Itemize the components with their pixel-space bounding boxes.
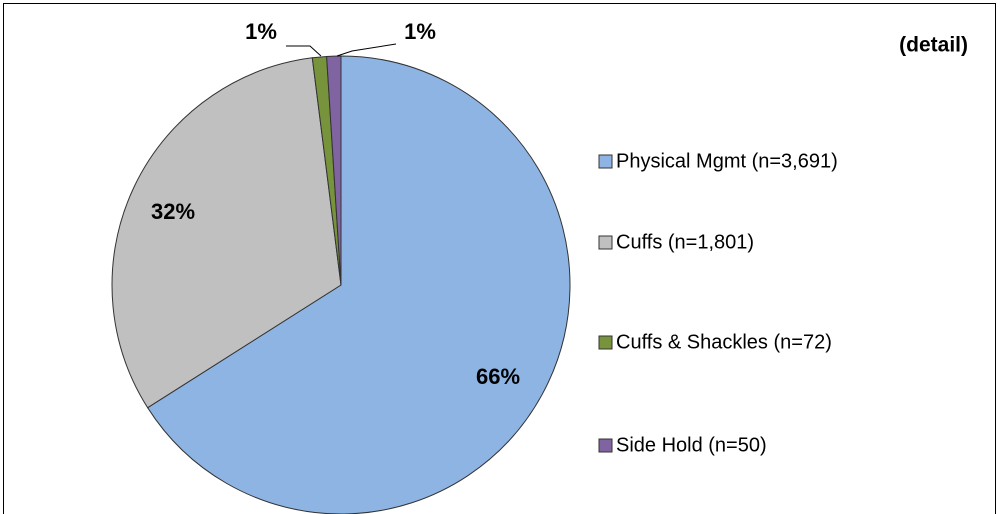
legend-swatch — [598, 438, 613, 453]
pie-slice — [146, 55, 571, 514]
legend-swatch — [598, 235, 613, 250]
legend-label: Physical Mgmt (n=3,691) — [616, 150, 838, 172]
leader-line — [336, 43, 397, 57]
legend-swatch — [598, 154, 613, 169]
pie-slice — [326, 55, 342, 286]
leader-line — [286, 45, 322, 57]
data-label: 32% — [151, 199, 195, 224]
legend-label: Side Hold (n=50) — [616, 434, 767, 456]
legend-swatch — [598, 335, 613, 350]
legend-label: Cuffs (n=1,801) — [616, 231, 754, 253]
chart-title: (detail) — [899, 34, 968, 57]
data-label: 1% — [404, 19, 436, 44]
data-label: 66% — [476, 364, 520, 389]
legend-label: Cuffs & Shackles (n=72) — [616, 331, 832, 353]
pie-slice — [111, 57, 342, 409]
data-label: 1% — [245, 19, 277, 44]
